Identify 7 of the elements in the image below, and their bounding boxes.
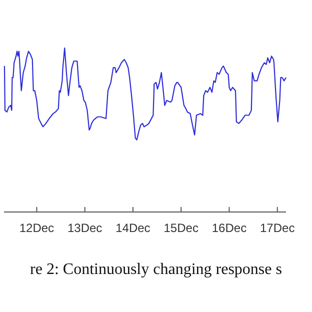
x-tick-label: 12Dec	[19, 221, 54, 235]
x-tick-label: 17Dec	[260, 221, 295, 235]
x-tick-label: 14Dec	[116, 221, 150, 235]
text: re 2: Continuously changing response s	[30, 261, 282, 278]
x-tick-label: 15Dec	[164, 221, 198, 235]
x-tick-label: 16Dec	[212, 221, 247, 235]
x-tick-label: 13Dec	[68, 221, 102, 235]
